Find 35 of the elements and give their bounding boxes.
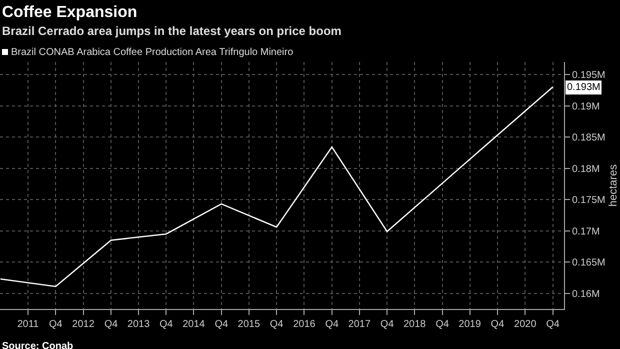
x-tick-label: 2016 xyxy=(293,319,316,330)
x-tick-label: 2018 xyxy=(403,319,426,330)
x-tick-label: Q4 xyxy=(490,319,505,330)
x-tick-label: Q4 xyxy=(214,319,228,330)
y-tick-label: 0.19M xyxy=(572,101,600,112)
x-tick-label: 2013 xyxy=(127,319,150,330)
y-tick-label: 0.17M xyxy=(572,226,600,238)
legend-label: Brazil CONAB Arabica Coffee Production Area Trifngulo Mineiro xyxy=(11,47,294,58)
x-tick-label: 2014 xyxy=(182,319,206,330)
y-tick-label: 0.185M xyxy=(572,132,606,144)
y-tick-label: 0.175M xyxy=(572,195,606,206)
x-tick-label: 2012 xyxy=(72,319,95,330)
x-tick-label: Q4 xyxy=(48,319,63,330)
x-tick-label: 2011 xyxy=(17,319,40,330)
x-tick-label: Q4 xyxy=(270,319,284,330)
annotation: 0.193M xyxy=(567,82,600,93)
y-tick-label: 0.16M xyxy=(572,288,600,300)
x-tick-label: Q4 xyxy=(325,319,340,330)
chart-title: Coffee Expansion xyxy=(2,4,138,21)
y-axis-title: hectares xyxy=(608,164,620,207)
x-tick-label: 2019 xyxy=(458,319,482,330)
x-tick-label: 2015 xyxy=(238,319,260,330)
y-tick-label: 0.165M xyxy=(572,258,606,269)
x-tick-label: 2017 xyxy=(348,319,371,330)
y-tick-label: 0.195M xyxy=(572,70,606,82)
x-tick-label: Q4 xyxy=(104,319,118,330)
x-tick-label: 2020 xyxy=(514,319,537,330)
line-series xyxy=(0,86,554,288)
x-tick-label: Q4 xyxy=(160,319,174,330)
chart-subtitle: Brazil Cerrado area jumps in the latest years on price boom xyxy=(2,24,342,38)
x-tick-label: Q4 xyxy=(546,319,560,330)
source-note: Source: Conab xyxy=(2,341,74,349)
y-tick-label: 0.18M xyxy=(572,164,600,175)
x-tick-label: Q4 xyxy=(380,319,394,330)
x-tick-label: Q4 xyxy=(436,319,450,330)
